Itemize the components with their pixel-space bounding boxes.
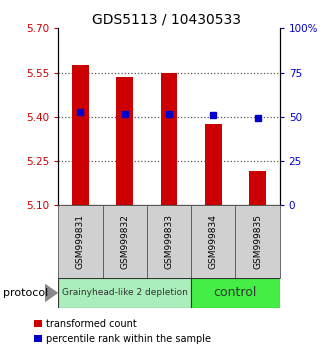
- Text: transformed count: transformed count: [46, 319, 137, 329]
- Text: protocol: protocol: [3, 288, 49, 298]
- Bar: [161, 73, 177, 205]
- Text: GSM999831: GSM999831: [76, 214, 85, 269]
- Bar: [116, 77, 133, 205]
- Text: Grainyhead-like 2 depletion: Grainyhead-like 2 depletion: [62, 289, 188, 297]
- Bar: [72, 65, 89, 205]
- Text: percentile rank within the sample: percentile rank within the sample: [46, 334, 211, 344]
- Text: GSM999835: GSM999835: [253, 214, 262, 269]
- Text: GSM999832: GSM999832: [120, 214, 129, 269]
- Bar: [34, 320, 42, 327]
- Bar: [191, 205, 235, 278]
- Polygon shape: [45, 284, 58, 302]
- Bar: [147, 205, 191, 278]
- Text: GDS5113 / 10430533: GDS5113 / 10430533: [92, 12, 241, 27]
- Bar: [235, 205, 280, 278]
- Bar: [205, 124, 222, 205]
- Text: control: control: [214, 286, 257, 299]
- Bar: [58, 278, 191, 308]
- Bar: [103, 205, 147, 278]
- Text: GSM999833: GSM999833: [165, 214, 173, 269]
- Bar: [58, 205, 103, 278]
- Bar: [34, 335, 42, 342]
- Bar: [191, 278, 280, 308]
- Text: GSM999834: GSM999834: [209, 214, 218, 269]
- Bar: [249, 171, 266, 205]
